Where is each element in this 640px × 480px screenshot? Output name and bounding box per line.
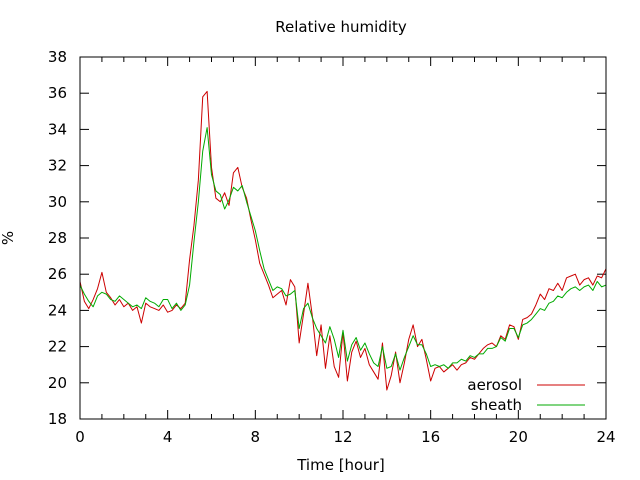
y-tick-label: 34	[48, 120, 67, 138]
x-tick-label: 4	[163, 428, 173, 446]
series-line-sheath	[79, 127, 607, 371]
y-tick-label: 30	[48, 193, 67, 211]
x-tick-label: 24	[596, 428, 615, 446]
legend-label-aerosol: aerosol	[467, 376, 522, 394]
x-tick-label: 8	[251, 428, 261, 446]
y-tick-label: 20	[48, 374, 67, 392]
y-tick-label: 22	[48, 338, 67, 356]
x-tick-label: 0	[75, 428, 85, 446]
series-lines	[79, 90, 607, 391]
plot-frame	[79, 56, 607, 420]
y-tick-label: 32	[48, 157, 67, 175]
x-tick-label: 20	[509, 428, 528, 446]
y-tick-label: 18	[48, 410, 67, 428]
x-tick-label: 12	[333, 428, 352, 446]
y-axis-label: %	[0, 231, 17, 245]
y-tick-label: 24	[48, 301, 67, 319]
axis-ticks: 18 20 22 24 26 28 30 32 34 36 38 0 4 8 12 16 20 24	[48, 48, 616, 446]
chart-title: Relative humidity	[275, 18, 407, 36]
y-tick-label: 38	[48, 48, 67, 66]
legend-label-sheath: sheath	[471, 396, 522, 414]
x-tick-label: 16	[421, 428, 440, 446]
series-line-aerosol	[79, 90, 607, 391]
x-axis-label: Time [hour]	[296, 456, 385, 474]
y-tick-label: 36	[48, 84, 67, 102]
legend: aerosol sheath	[467, 376, 585, 414]
y-tick-label: 26	[48, 265, 67, 283]
y-tick-label: 28	[48, 229, 67, 247]
